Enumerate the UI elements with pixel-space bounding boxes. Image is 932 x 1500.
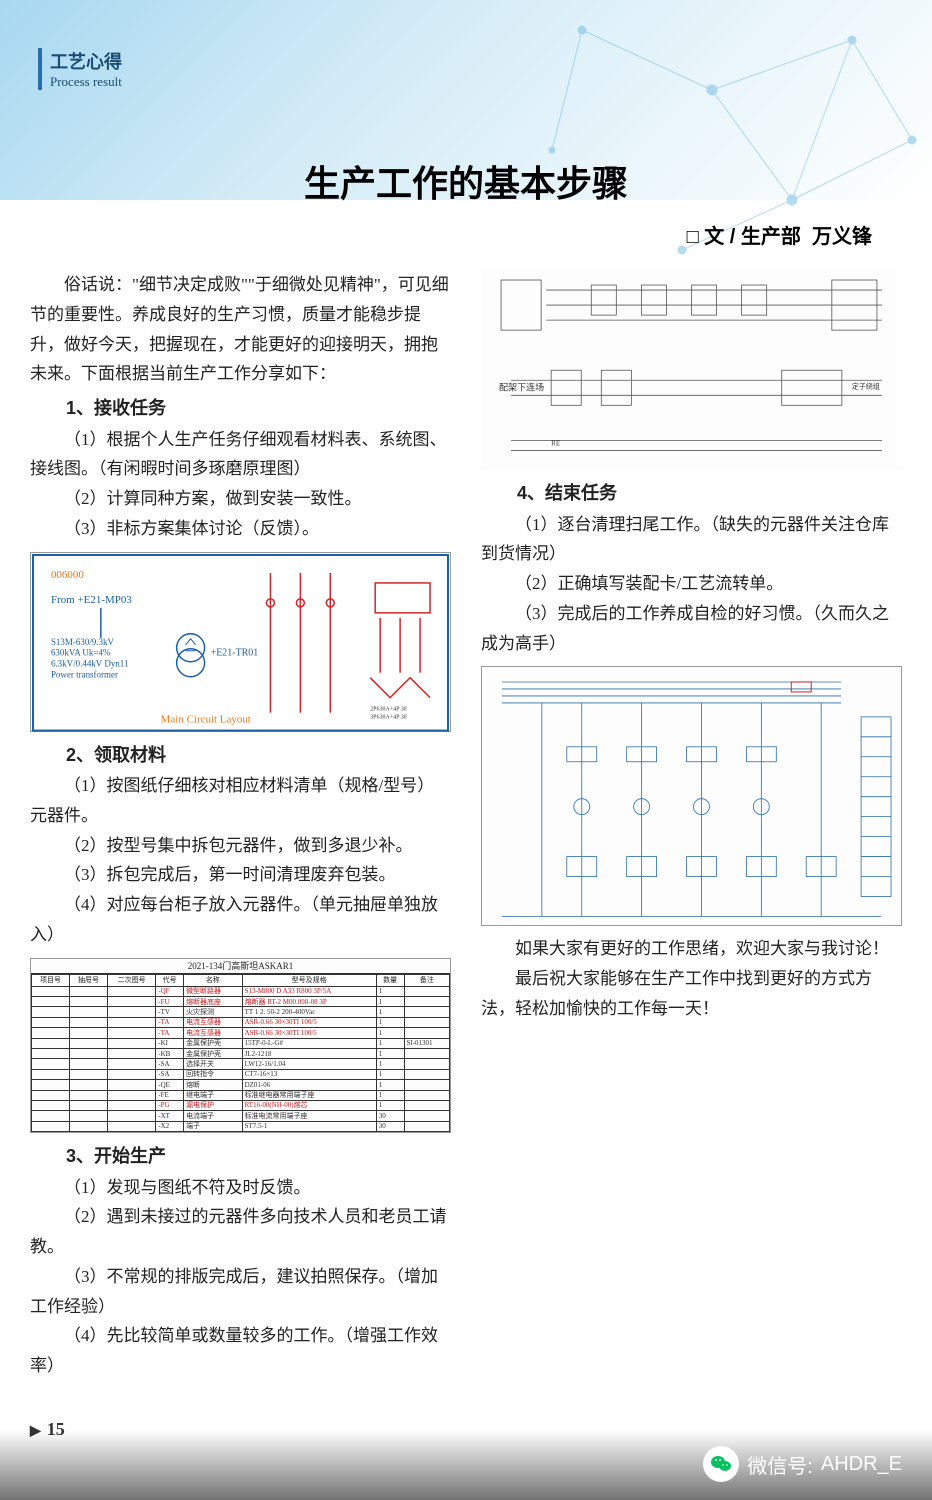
section-1-item-2: （2）计算同种方案，做到安装一致性。 xyxy=(30,484,451,514)
section-4-item-3: （3）完成后的工作养成自检的好习惯。（久而久之成为高手） xyxy=(481,599,902,659)
table-row: -FU熔断器底座熔断器 RT-2 M00.098-08 3P1 xyxy=(32,997,450,1007)
table-header: 抽屉号 xyxy=(70,975,108,986)
d1-orange: 006000 xyxy=(51,568,84,580)
table-row: -KB金属保护壳JL2-12181 xyxy=(32,1049,450,1059)
section-2-item-1: （1）按图纸仔细核对相应材料清单（规格/型号）元器件。 xyxy=(30,771,451,831)
section-1-item-1: （1）根据个人生产任务仔细观看材料表、系统图、接线图。（有闲暇时间多琢磨原理图） xyxy=(30,425,451,485)
table-row: -QF微型断路器S13-M800 D A33 R800 3P/5A1 xyxy=(32,986,450,996)
section-2-item-3: （3）拆包完成后，第一时间清理废弃包装。 xyxy=(30,860,451,890)
byline-prefix: □ 文 / xyxy=(687,226,736,248)
table-row: -KI金属保护壳15TP-0-L-G#1SI-01301 xyxy=(32,1038,450,1048)
wechat-id: AHDR_E xyxy=(821,1453,902,1476)
svg-text:3P630A+4P 30: 3P630A+4P 30 xyxy=(370,714,406,720)
d1-from: From +E21-MP03 xyxy=(51,593,132,605)
wechat-label: 微信号: xyxy=(747,1450,813,1479)
section-4-heading: 4、结束任务 xyxy=(481,478,902,510)
svg-text:2P630A+4P 30: 2P630A+4P 30 xyxy=(370,706,406,712)
d1-footer: Main Circuit Layout xyxy=(161,713,251,725)
section-3-item-2: （2）遇到未接过的元器件多向技术人员和老员工请教。 xyxy=(30,1202,451,1262)
table-row: -SA回转指令CT7-16×131 xyxy=(32,1069,450,1079)
byline-author: 万义锋 xyxy=(812,226,872,248)
section-1-item-3: （3）非标方案集体讨论（反馈）。 xyxy=(30,514,451,544)
table-row: -SA选择开关LW12-16/1.041 xyxy=(32,1059,450,1069)
table-header: 数量 xyxy=(376,975,404,986)
table-header: 备注 xyxy=(404,975,450,986)
d1-t1: S13M-630/9.3kV xyxy=(51,636,115,646)
table-row: -FE继电端子标准继电器常用端子座1 xyxy=(32,1090,450,1100)
section-3-item-1: （1）发现与图纸不符及时反馈。 xyxy=(30,1173,451,1203)
table-title: 2021-134门高斯坦ASKAR1 xyxy=(31,959,450,975)
table-row: -TA电流互感器ASR-0.66 30×30TI 100/51 xyxy=(32,1028,450,1038)
intro-paragraph: 俗话说："细节决定成败""于细微处见精神"，可见细节的重要性。养成良好的生产习惯… xyxy=(30,270,451,389)
table-header: 型号及规格 xyxy=(242,975,376,986)
d1-t2: 630kVA Uk=4% xyxy=(51,647,111,657)
category-en: Process result xyxy=(50,74,122,90)
section-3-item-3: （3）不常规的排版完成后，建议拍照保存。（增加工作经验） xyxy=(30,1262,451,1322)
article-body: 俗话说："细节决定成败""于细微处见精神"，可见细节的重要性。养成良好的生产习惯… xyxy=(30,270,902,1390)
section-2-item-4: （4）对应每台柜子放入元器件。（单元抽屉单独放入） xyxy=(30,890,451,950)
category-cn: 工艺心得 xyxy=(50,48,122,74)
svg-text:RE: RE xyxy=(551,439,560,447)
table-row: -QE熔断DZ01-061 xyxy=(32,1080,450,1090)
material-table: 2021-134门高斯坦ASKAR1 项目号抽屉号二次图号代号名称型号及规格数量… xyxy=(30,958,451,1134)
wechat-footer: 微信号: AHDR_E xyxy=(703,1446,902,1482)
table-header: 二次图号 xyxy=(108,975,156,986)
table-header: 名称 xyxy=(184,975,243,986)
byline-dept: 生产部 xyxy=(741,226,801,248)
table-row: -X2端子ST7.5-130 xyxy=(32,1121,450,1131)
closing-1: 如果大家有更好的工作思绪，欢迎大家与我讨论！ xyxy=(481,934,902,964)
table-header: 项目号 xyxy=(32,975,70,986)
page-title: 生产工作的基本步骤 xyxy=(0,155,932,207)
d1-tr: +E21-TR01 xyxy=(211,647,259,658)
wiring-diagram-2 xyxy=(481,666,902,926)
table-row: -TV火灾探测TT 1 2. 50-2 200-400Vac1 xyxy=(32,1007,450,1017)
section-4-item-2: （2）正确填写装配卡/工艺流转单。 xyxy=(481,569,902,599)
d1-t3: 6.3kV/0.44kV Dyn11 xyxy=(51,658,128,668)
section-3-item-4: （4）先比较简单或数量较多的工作。（增强工作效率） xyxy=(30,1321,451,1381)
d2-label: 配架下连场 xyxy=(499,381,544,392)
section-3-heading: 3、开始生产 xyxy=(30,1141,451,1173)
table-row: -PG漏电保护RT16-00(NH-00)熔芯1 xyxy=(32,1100,450,1110)
section-4-item-1: （1）逐台清理扫尾工作。（缺失的元器件关注仓库到货情况） xyxy=(481,510,902,570)
circuit-diagram: 006000 From +E21-MP03 S13M-630/9.3kV 630… xyxy=(30,552,451,732)
category-label: 工艺心得 Process result xyxy=(38,48,122,90)
svg-text:定子绕组: 定子绕组 xyxy=(852,381,880,390)
table-row: -TA电流互感器ASR-0.66 30×30TI 100/51 xyxy=(32,1017,450,1027)
section-2-item-2: （2）按型号集中拆包元器件，做到多退少补。 xyxy=(30,831,451,861)
wechat-icon xyxy=(703,1446,739,1482)
section-1-heading: 1、接收任务 xyxy=(30,393,451,425)
table-header: 代号 xyxy=(156,975,184,986)
byline: □ 文 / 生产部 万义锋 xyxy=(687,220,872,249)
d1-t4: Power transformer xyxy=(51,669,118,679)
wiring-diagram-1: 配架下连场 RE 定子绕组 xyxy=(481,270,902,470)
closing-2: 最后祝大家能够在生产工作中找到更好的方式方法，轻松加愉快的工作每一天！ xyxy=(481,964,902,1024)
section-2-heading: 2、领取材料 xyxy=(30,740,451,772)
table-row: -XT电流端子标准电流常用端子座30 xyxy=(32,1111,450,1121)
